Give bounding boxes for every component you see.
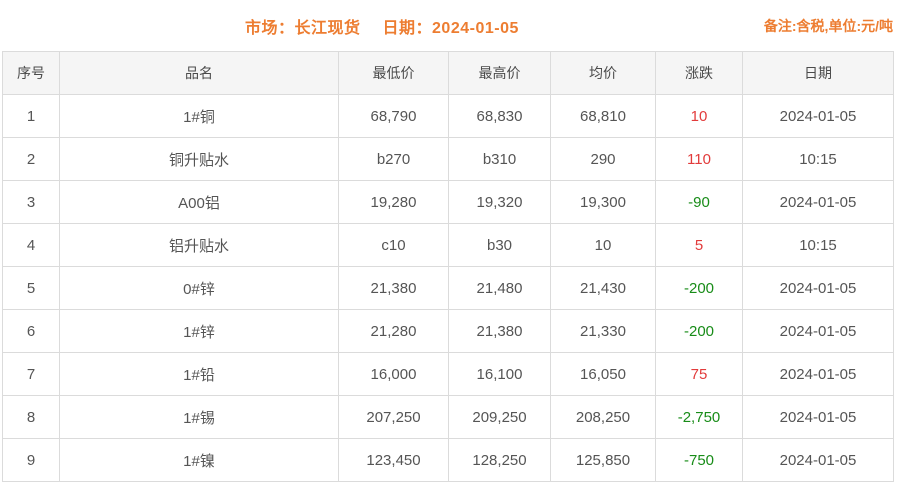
cell-avg-price: 208,250: [550, 395, 656, 439]
cell-low-price: 207,250: [338, 395, 449, 439]
cell-change: -90: [655, 180, 743, 224]
cell-high-price: 128,250: [448, 438, 551, 482]
cell-product-name: 1#铜: [59, 94, 339, 138]
cell-high-price: 21,480: [448, 266, 551, 310]
table-row: 5 0#锌 21,380 21,480 21,430 -200 2024-01-…: [2, 266, 894, 310]
table-header: 序号 品名 最低价 最高价 均价 涨跌 日期: [2, 51, 894, 95]
cell-change: -750: [655, 438, 743, 482]
cell-change: -2,750: [655, 395, 743, 439]
cell-low-price: 16,000: [338, 352, 449, 396]
cell-index: 7: [2, 352, 60, 396]
col-avg-price: 均价: [550, 51, 656, 95]
cell-change: 5: [655, 223, 743, 267]
col-low-price: 最低价: [338, 51, 449, 95]
cell-change: 110: [655, 137, 743, 181]
cell-change: 75: [655, 352, 743, 396]
table-row: 8 1#锡 207,250 209,250 208,250 -2,750 202…: [2, 395, 894, 439]
col-index: 序号: [2, 51, 60, 95]
cell-product-name: 铝升贴水: [59, 223, 339, 267]
cell-high-price: 209,250: [448, 395, 551, 439]
cell-product-name: 1#铅: [59, 352, 339, 396]
cell-date: 10:15: [742, 137, 894, 181]
cell-low-price: 21,380: [338, 266, 449, 310]
cell-date: 2024-01-05: [742, 352, 894, 396]
col-product-name: 品名: [59, 51, 339, 95]
table-row: 7 1#铅 16,000 16,100 16,050 75 2024-01-05: [2, 352, 894, 396]
cell-avg-price: 19,300: [550, 180, 656, 224]
cell-product-name: 1#锡: [59, 395, 339, 439]
cell-high-price: 19,320: [448, 180, 551, 224]
cell-high-price: 68,830: [448, 94, 551, 138]
cell-date: 2024-01-05: [742, 180, 894, 224]
cell-high-price: 21,380: [448, 309, 551, 353]
note-label: 备注:含税,单位:元/吨: [763, 17, 893, 34]
cell-high-price: 16,100: [448, 352, 551, 396]
cell-index: 2: [2, 137, 60, 181]
cell-change: 10: [655, 94, 743, 138]
cell-change: -200: [655, 266, 743, 310]
cell-index: 8: [2, 395, 60, 439]
col-change: 涨跌: [655, 51, 743, 95]
table-row: 9 1#镍 123,450 128,250 125,850 -750 2024-…: [2, 438, 894, 482]
cell-change: -200: [655, 309, 743, 353]
cell-index: 6: [2, 309, 60, 353]
cell-high-price: b310: [448, 137, 551, 181]
table-row: 3 A00铝 19,280 19,320 19,300 -90 2024-01-…: [2, 180, 894, 224]
price-table: 序号 品名 最低价 最高价 均价 涨跌 日期 1 1#铜 68,790 68,8…: [2, 51, 894, 482]
cell-low-price: 21,280: [338, 309, 449, 353]
table-row: 1 1#铜 68,790 68,830 68,810 10 2024-01-05: [2, 94, 894, 138]
table-row: 2 铜升贴水 b270 b310 290 110 10:15: [2, 137, 894, 181]
cell-avg-price: 21,430: [550, 266, 656, 310]
cell-product-name: A00铝: [59, 180, 339, 224]
cell-date: 2024-01-05: [742, 309, 894, 353]
cell-index: 4: [2, 223, 60, 267]
table-row: 4 铝升贴水 c10 b30 10 5 10:15: [2, 223, 894, 267]
header-row: 序号 品名 最低价 最高价 均价 涨跌 日期: [2, 51, 894, 95]
cell-low-price: 68,790: [338, 94, 449, 138]
cell-date: 2024-01-05: [742, 266, 894, 310]
col-high-price: 最高价: [448, 51, 551, 95]
table-row: 6 1#锌 21,280 21,380 21,330 -200 2024-01-…: [2, 309, 894, 353]
col-date: 日期: [742, 51, 894, 95]
cell-index: 1: [2, 94, 60, 138]
cell-product-name: 0#锌: [59, 266, 339, 310]
cell-index: 5: [2, 266, 60, 310]
cell-avg-price: 10: [550, 223, 656, 267]
cell-product-name: 铜升贴水: [59, 137, 339, 181]
market-label: 市场：长江现货: [245, 19, 361, 37]
date-label: 日期：2024-01-05: [382, 19, 519, 37]
cell-avg-price: 68,810: [550, 94, 656, 138]
cell-product-name: 1#镍: [59, 438, 339, 482]
cell-index: 3: [2, 180, 60, 224]
cell-index: 9: [2, 438, 60, 482]
cell-avg-price: 290: [550, 137, 656, 181]
cell-avg-price: 125,850: [550, 438, 656, 482]
cell-low-price: 19,280: [338, 180, 449, 224]
page-title: 市场：长江现货 日期：2024-01-05: [0, 14, 764, 38]
top-bar: 市场：长江现货 日期：2024-01-05 备注:含税,单位:元/吨: [0, 0, 897, 51]
cell-low-price: b270: [338, 137, 449, 181]
cell-product-name: 1#锌: [59, 309, 339, 353]
cell-low-price: 123,450: [338, 438, 449, 482]
cell-date: 2024-01-05: [742, 94, 894, 138]
table-body: 1 1#铜 68,790 68,830 68,810 10 2024-01-05…: [2, 94, 894, 482]
cell-low-price: c10: [338, 223, 449, 267]
cell-high-price: b30: [448, 223, 551, 267]
cell-date: 2024-01-05: [742, 438, 894, 482]
cell-avg-price: 16,050: [550, 352, 656, 396]
cell-avg-price: 21,330: [550, 309, 656, 353]
cell-date: 2024-01-05: [742, 395, 894, 439]
cell-date: 10:15: [742, 223, 894, 267]
